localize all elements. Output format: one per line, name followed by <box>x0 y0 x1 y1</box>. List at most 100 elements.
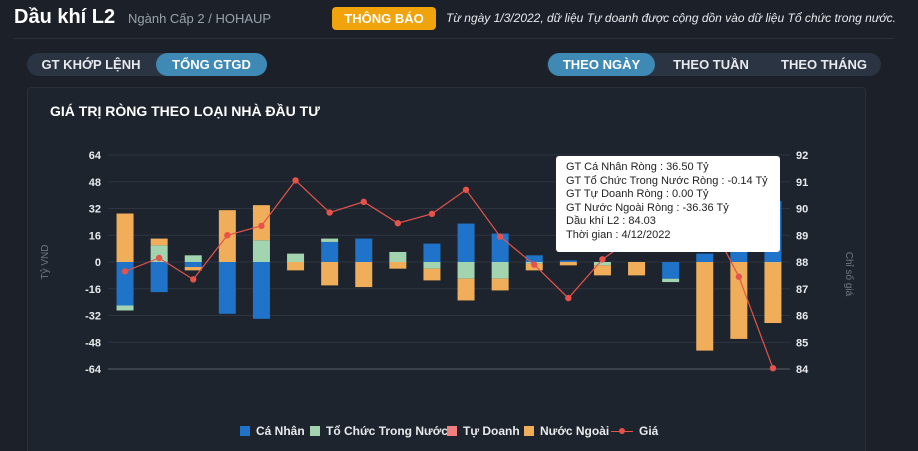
bar-tổ-chức-trong-nước[interactable] <box>457 262 475 279</box>
notice-button[interactable]: THÔNG BÁO <box>332 7 436 30</box>
bar-tổ-chức-trong-nước[interactable] <box>423 262 441 269</box>
legend-individual[interactable]: Cá Nhân <box>240 423 305 439</box>
bar-nước-ngoài[interactable] <box>628 262 646 276</box>
tooltip-date: Thời gian : 4/12/2022 <box>566 228 671 241</box>
legend-label-domestic-institution: Tổ Chức Trong Nước <box>326 424 448 438</box>
y2-tick-label: 91 <box>796 177 808 189</box>
bar-cá-nhân[interactable] <box>355 238 373 262</box>
tab-matched-value[interactable]: GT KHỚP LỆNH <box>41 57 141 72</box>
bar-nước-ngoài[interactable] <box>457 278 475 301</box>
legend-label-proprietary: Tự Doanh <box>463 424 520 438</box>
bar-cá-nhân[interactable] <box>218 262 236 314</box>
bar-cá-nhân[interactable] <box>184 262 202 268</box>
price-point[interactable] <box>394 220 402 227</box>
y-tick-label: -16 <box>85 284 101 296</box>
bar-nước-ngoài[interactable] <box>730 262 748 339</box>
tooltip-domestic-institution: GT Tổ Chức Trong Nước Ròng : -0.14 Tỷ <box>566 174 768 187</box>
price-point[interactable] <box>531 261 538 268</box>
bar-cá-nhân[interactable] <box>662 262 680 279</box>
bar-nước-ngoài[interactable] <box>491 278 509 291</box>
bar-nước-ngoài[interactable] <box>593 265 611 276</box>
tab-by-week[interactable]: THEO TUẦN <box>673 57 749 72</box>
bar-cá-nhân[interactable] <box>150 262 168 293</box>
y2-tick-label: 90 <box>796 204 808 216</box>
chart-title: GIÁ TRỊ RÒNG THEO LOẠI NHÀ ĐẦU TƯ <box>50 103 320 119</box>
price-point[interactable] <box>224 232 231 239</box>
bar-tổ-chức-trong-nước[interactable] <box>150 245 168 262</box>
y2-tick-label: 84 <box>796 364 809 376</box>
bar-cá-nhân[interactable] <box>116 262 134 306</box>
bar-tổ-chức-trong-nước[interactable] <box>491 262 509 279</box>
bar-nước-ngoài[interactable] <box>355 262 373 288</box>
tab-by-day[interactable]: THEO NGÀY <box>548 53 655 76</box>
y-tick-label: -48 <box>85 337 101 349</box>
price-point[interactable] <box>735 273 743 280</box>
bar-nước-ngoài[interactable] <box>150 238 168 246</box>
industry-breadcrumb[interactable]: Ngành Cấp 2 / HOHAUP <box>128 11 272 26</box>
legend-proprietary[interactable]: Tự Doanh <box>447 423 520 439</box>
y-tick-label: 0 <box>95 257 101 269</box>
legend-price[interactable]: Giá <box>611 423 658 439</box>
bar-tổ-chức-trong-nước[interactable] <box>593 262 611 266</box>
bar-tổ-chức-trong-nước[interactable] <box>116 305 134 311</box>
price-point[interactable] <box>190 276 197 283</box>
price-point[interactable] <box>769 364 777 372</box>
price-point[interactable] <box>292 177 299 184</box>
legend-label-price: Giá <box>639 424 659 438</box>
bar-tổ-chức-trong-nước[interactable] <box>662 278 680 283</box>
legend-foreign[interactable]: Nước Ngoài <box>524 423 609 439</box>
bar-tổ-chức-trong-nước[interactable] <box>389 251 407 262</box>
bar-nước-ngoài[interactable] <box>116 213 134 262</box>
price-point[interactable] <box>326 209 333 216</box>
bar-cá-nhân[interactable] <box>423 243 441 262</box>
bar-tổ-chức-trong-nước[interactable] <box>184 255 202 262</box>
bar-nước-ngoài[interactable] <box>287 262 305 271</box>
bar-cá-nhân[interactable] <box>321 241 339 262</box>
bar-cá-nhân[interactable] <box>559 260 577 262</box>
legend-domestic-institution[interactable]: Tổ Chức Trong Nước <box>310 423 448 439</box>
y2-tick-label: 88 <box>796 257 808 269</box>
price-point[interactable] <box>496 233 504 240</box>
bar-cá-nhân[interactable] <box>457 223 475 262</box>
y-axis-title: Tỷ VND <box>39 245 51 280</box>
legend-label-foreign: Nước Ngoài <box>540 424 610 438</box>
price-point[interactable] <box>428 210 436 218</box>
bar-nước-ngoài[interactable] <box>559 262 577 266</box>
legend-line-price <box>611 426 633 436</box>
page-title: Dầu khí L2 <box>14 6 116 28</box>
y-tick-label: 16 <box>89 230 101 242</box>
y2-tick-label: 87 <box>796 284 808 296</box>
bar-cá-nhân[interactable] <box>252 262 270 319</box>
y-tick-label: 48 <box>89 177 101 189</box>
y2-tick-label: 92 <box>796 150 808 162</box>
bar-tổ-chức-trong-nước[interactable] <box>321 238 339 242</box>
bar-nước-ngoài[interactable] <box>184 267 202 271</box>
bar-cá-nhân[interactable] <box>525 255 543 262</box>
price-point[interactable] <box>155 254 163 262</box>
tooltip-index: Dầu khí L2 : 84.03 <box>566 215 656 228</box>
legend-swatch-individual <box>240 426 250 436</box>
price-point[interactable] <box>121 268 129 275</box>
legend-swatch-domestic-institution <box>310 426 320 436</box>
bar-cá-nhân[interactable] <box>696 253 714 262</box>
price-point[interactable] <box>360 198 367 206</box>
tab-total-value[interactable]: TỔNG GTGD <box>156 53 267 76</box>
notice-text: Từ ngày 1/3/2022, dữ liệu Tự doanh được … <box>446 11 896 25</box>
bar-nước-ngoài[interactable] <box>764 262 782 324</box>
bar-tổ-chức-trong-nước[interactable] <box>287 253 305 262</box>
bar-nước-ngoài[interactable] <box>389 262 407 269</box>
header-divider <box>14 38 894 39</box>
price-point[interactable] <box>599 256 606 263</box>
bar-nước-ngoài[interactable] <box>423 268 441 281</box>
bar-nước-ngoài[interactable] <box>696 262 714 351</box>
y2-tick-label: 89 <box>796 230 808 242</box>
price-point[interactable] <box>462 186 470 193</box>
tab-by-month[interactable]: THEO THÁNG <box>781 57 867 72</box>
period-toggle: THEO NGÀY THEO TUẦN THEO THÁNG <box>547 53 881 76</box>
bar-nước-ngoài[interactable] <box>321 262 339 286</box>
y-tick-label: 32 <box>89 204 101 216</box>
price-point[interactable] <box>258 222 265 230</box>
price-point[interactable] <box>565 294 572 302</box>
top-bar: Dầu khí L2 Ngành Cấp 2 / HOHAUP THÔNG BÁ… <box>0 0 918 38</box>
bar-tổ-chức-trong-nước[interactable] <box>252 240 270 262</box>
